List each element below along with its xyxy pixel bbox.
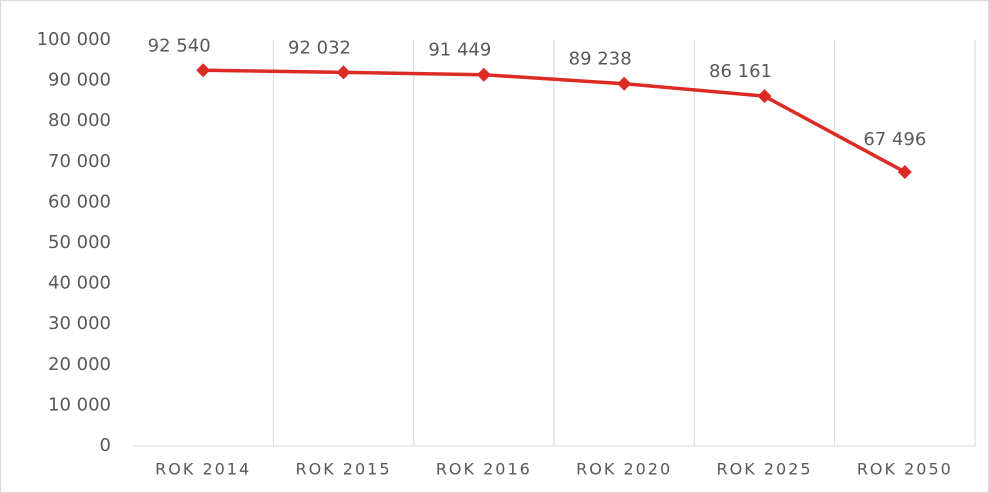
marker — [757, 89, 772, 104]
y-tick-label: 100 000 — [37, 29, 111, 50]
y-tick-label: 70 000 — [48, 151, 111, 172]
marker — [476, 67, 491, 82]
x-tick-label: ROK 2020 — [576, 460, 672, 479]
y-tick-label: 20 000 — [48, 354, 111, 375]
y-tick-label: 60 000 — [48, 191, 111, 212]
y-tick-label: 0 — [100, 435, 111, 456]
data-label: 86 161 — [709, 61, 772, 82]
y-tick-label: 30 000 — [48, 313, 111, 334]
y-tick-label: 40 000 — [48, 273, 111, 294]
marker — [196, 63, 211, 78]
data-label: 92 540 — [148, 35, 211, 56]
marker — [336, 65, 351, 80]
y-tick-label: 90 000 — [48, 70, 111, 91]
data-label: 91 449 — [428, 40, 491, 61]
data-label: 89 238 — [569, 49, 632, 70]
x-tick-label: ROK 2016 — [436, 460, 532, 479]
y-tick-label: 50 000 — [48, 232, 111, 253]
x-tick-label: ROK 2025 — [716, 460, 812, 479]
y-tick-label: 80 000 — [48, 110, 111, 131]
data-label: 67 496 — [863, 129, 926, 150]
x-tick-label: ROK 2014 — [155, 460, 251, 479]
x-tick-label: ROK 2050 — [857, 460, 953, 479]
data-label: 92 032 — [288, 37, 351, 58]
marker — [617, 76, 632, 91]
marker — [897, 164, 912, 179]
x-tick-label: ROK 2015 — [295, 460, 391, 479]
y-tick-label: 10 000 — [48, 394, 111, 415]
series-line — [203, 68, 906, 174]
